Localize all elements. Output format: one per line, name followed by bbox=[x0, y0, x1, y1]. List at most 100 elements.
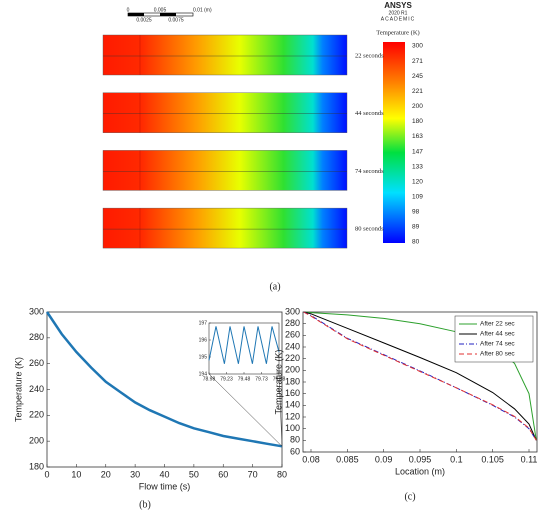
x-tick-label: 10 bbox=[71, 469, 81, 479]
line bbox=[303, 311, 537, 441]
x-tick-label: 20 bbox=[101, 469, 111, 479]
x-tick-label: 30 bbox=[130, 469, 140, 479]
legend-label: After 74 sec bbox=[480, 341, 515, 348]
y-tick-label: 240 bbox=[29, 384, 44, 394]
colorbar-label: 109 bbox=[412, 193, 423, 200]
x-tick-label: 0.11 bbox=[521, 454, 538, 464]
colorbar-label: 221 bbox=[412, 88, 423, 95]
inset-x-tick-label: 79.73 bbox=[255, 376, 268, 382]
panel-label: (a) bbox=[269, 281, 280, 292]
y-tick-label: 180 bbox=[29, 461, 44, 471]
inset-y-tick-label: 194 bbox=[199, 371, 208, 377]
y-tick-label: 180 bbox=[285, 376, 300, 386]
x-tick-label: 40 bbox=[159, 469, 169, 479]
y-tick-label: 200 bbox=[29, 436, 44, 446]
colorbar-title: Temperature (K) bbox=[376, 29, 419, 36]
legend-label: After 44 sec bbox=[480, 331, 515, 338]
scale-bar bbox=[128, 13, 144, 16]
line bbox=[303, 311, 537, 441]
inset-y-tick-label: 195 bbox=[199, 354, 208, 360]
contour-bar bbox=[102, 207, 348, 249]
colorbar-label: 98 bbox=[412, 209, 420, 216]
scale-label: 0.0075 bbox=[168, 17, 184, 23]
x-axis-label: Flow time (s) bbox=[139, 481, 191, 491]
colorbar-label: 300 bbox=[412, 43, 423, 50]
scale-label: 0.01 (m) bbox=[193, 7, 212, 13]
legend-label: After 80 sec bbox=[480, 351, 515, 358]
contour-bar bbox=[102, 34, 348, 76]
y-tick-label: 220 bbox=[29, 410, 44, 420]
colorbar-label: 80 bbox=[412, 239, 420, 246]
x-tick-label: 0.09 bbox=[375, 454, 393, 464]
colorbar-label: 163 bbox=[412, 133, 423, 140]
colorbar bbox=[383, 42, 405, 243]
zoom-line bbox=[278, 373, 283, 447]
colorbar-labels: 300 271 245 221 200 180 163 147 133 120 109 98 89 80 bbox=[412, 43, 423, 246]
y-tick-label: 260 bbox=[29, 358, 44, 368]
y-tick-label: 220 bbox=[285, 353, 300, 363]
y-tick-label: 120 bbox=[285, 411, 300, 421]
y-tick-label: 60 bbox=[290, 446, 300, 456]
contour-bar bbox=[102, 92, 348, 133]
x-tick-label: 0.095 bbox=[409, 454, 432, 464]
colorbar-label: 200 bbox=[412, 103, 423, 110]
legend-label: After 22 sec bbox=[480, 321, 515, 328]
x-tick-label: 0.08 bbox=[302, 454, 320, 464]
colorbar-label: 120 bbox=[412, 178, 423, 185]
colorbar-label: 180 bbox=[412, 118, 423, 125]
y-tick-label: 160 bbox=[285, 388, 300, 398]
x-tick-label: 0.105 bbox=[481, 454, 504, 464]
scale-bar bbox=[160, 13, 176, 16]
x-tick-label: 60 bbox=[218, 469, 228, 479]
inset-x-tick-label: 79.48 bbox=[238, 376, 251, 382]
logo: ANSYS bbox=[384, 1, 412, 10]
colorbar-label: 89 bbox=[412, 224, 420, 231]
line bbox=[45, 311, 283, 448]
panel-a: 0 0.005 0.01 (m) 0.0025 0.0075 ANSYS 202… bbox=[102, 1, 423, 292]
colorbar-label: 133 bbox=[412, 163, 423, 170]
y-tick-label: 100 bbox=[285, 423, 300, 433]
inset-x-tick-label: 79.98 bbox=[273, 376, 286, 382]
zoom-line bbox=[208, 373, 283, 447]
x-tick-label: 0.1 bbox=[450, 454, 463, 464]
inset-x-tick-label: 79.23 bbox=[220, 376, 233, 382]
colorbar-label: 271 bbox=[412, 58, 423, 65]
colorbar-label: 245 bbox=[412, 73, 423, 80]
y-tick-label: 140 bbox=[285, 400, 300, 410]
y-tick-label: 280 bbox=[285, 318, 300, 328]
y-tick-label: 80 bbox=[290, 435, 300, 445]
snapshot-label: 74 seconds bbox=[355, 168, 384, 175]
x-tick-label: 70 bbox=[248, 469, 258, 479]
line bbox=[303, 311, 537, 441]
y-tick-label: 260 bbox=[285, 330, 300, 340]
x-axis-label: Location (m) bbox=[395, 466, 445, 476]
inset-line bbox=[208, 326, 280, 364]
inset-y-tick-label: 196 bbox=[199, 337, 208, 343]
snapshot-label: 22 seconds bbox=[355, 52, 384, 59]
inset-x-tick-label: 78.98 bbox=[203, 376, 216, 382]
contour-bar bbox=[102, 150, 348, 191]
chart: 0 10 20 30 40 50 60 70 80 180 200 220 240 260 280 300 Fl… bbox=[13, 306, 287, 510]
line bbox=[303, 311, 537, 441]
colorbar-label: 147 bbox=[412, 148, 423, 155]
x-tick-label: 0 bbox=[44, 469, 49, 479]
x-tick-label: 0.085 bbox=[336, 454, 359, 464]
scale-label: 0.0025 bbox=[136, 17, 152, 23]
snapshot-label: 80 seconds bbox=[355, 226, 384, 233]
x-tick-label: 50 bbox=[189, 469, 199, 479]
y-tick-label: 300 bbox=[285, 306, 300, 316]
edition: ACADEMIC bbox=[381, 16, 415, 22]
y-tick-label: 200 bbox=[285, 365, 300, 375]
contours: 22 seconds 44 seconds 74 seconds 80 seconds bbox=[102, 34, 384, 249]
panel-label: (c) bbox=[404, 491, 415, 502]
y-tick-label: 240 bbox=[285, 341, 300, 351]
y-axis-label: Temperature (K) bbox=[13, 357, 23, 422]
version: 2020 R1 bbox=[389, 10, 408, 16]
inset-y-tick-label: 197 bbox=[199, 320, 208, 326]
y-tick-label: 280 bbox=[29, 332, 44, 342]
scale-label: 0 bbox=[127, 7, 130, 13]
y-tick-label: 300 bbox=[29, 306, 44, 316]
panel-label: (b) bbox=[139, 499, 151, 510]
